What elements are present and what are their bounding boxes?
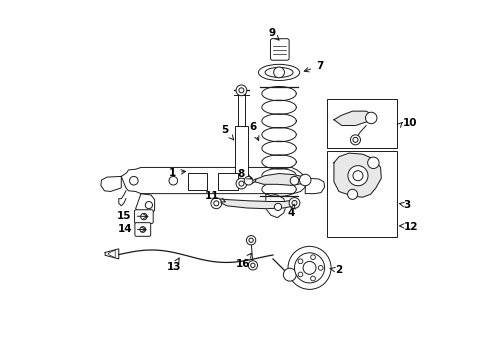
Circle shape: [248, 261, 258, 270]
Text: 9: 9: [269, 28, 279, 40]
Circle shape: [246, 235, 256, 245]
Circle shape: [350, 135, 361, 145]
Circle shape: [214, 201, 219, 206]
Text: 8: 8: [238, 168, 252, 179]
Polygon shape: [305, 178, 324, 194]
Text: 11: 11: [205, 191, 225, 202]
Circle shape: [311, 255, 316, 260]
Bar: [218, 173, 238, 190]
Circle shape: [169, 176, 177, 185]
Bar: [327, 151, 397, 237]
Polygon shape: [105, 249, 119, 259]
Circle shape: [294, 253, 324, 283]
Polygon shape: [255, 174, 305, 185]
FancyBboxPatch shape: [235, 126, 248, 184]
Text: 10: 10: [403, 118, 417, 128]
Text: 15: 15: [117, 211, 148, 221]
Circle shape: [318, 265, 323, 270]
Circle shape: [141, 213, 147, 220]
Circle shape: [298, 272, 303, 277]
Circle shape: [239, 181, 244, 186]
Polygon shape: [101, 176, 122, 192]
Bar: [327, 99, 397, 148]
Text: 5: 5: [221, 125, 234, 140]
Polygon shape: [136, 194, 155, 216]
Text: 7: 7: [304, 61, 323, 72]
Circle shape: [140, 226, 146, 232]
Circle shape: [353, 137, 358, 142]
Circle shape: [347, 189, 358, 199]
Circle shape: [303, 261, 316, 274]
Circle shape: [249, 238, 253, 242]
Circle shape: [353, 171, 363, 181]
Circle shape: [288, 246, 331, 289]
Circle shape: [146, 202, 152, 209]
Circle shape: [348, 166, 368, 186]
Circle shape: [311, 276, 316, 281]
Circle shape: [290, 176, 299, 185]
Text: 12: 12: [403, 222, 418, 231]
Ellipse shape: [265, 67, 293, 77]
Text: 1: 1: [169, 168, 186, 178]
Circle shape: [289, 198, 300, 208]
FancyBboxPatch shape: [135, 223, 151, 236]
Polygon shape: [334, 153, 381, 197]
Circle shape: [368, 157, 379, 168]
Bar: [188, 173, 207, 190]
FancyBboxPatch shape: [135, 210, 153, 224]
Circle shape: [292, 201, 297, 206]
Ellipse shape: [258, 64, 300, 81]
Polygon shape: [122, 167, 305, 194]
Text: 14: 14: [118, 225, 146, 234]
Circle shape: [211, 198, 221, 209]
Circle shape: [366, 112, 377, 124]
Circle shape: [129, 176, 138, 185]
Circle shape: [251, 263, 255, 267]
Circle shape: [245, 176, 253, 185]
FancyBboxPatch shape: [270, 39, 289, 60]
Circle shape: [299, 174, 311, 186]
Text: 6: 6: [249, 122, 259, 140]
Text: 13: 13: [167, 258, 181, 272]
Polygon shape: [334, 111, 373, 126]
Text: 4: 4: [288, 204, 295, 218]
Circle shape: [236, 178, 247, 189]
Text: 3: 3: [403, 200, 411, 210]
Circle shape: [283, 268, 296, 281]
Circle shape: [274, 67, 285, 78]
Circle shape: [298, 259, 303, 264]
Polygon shape: [216, 199, 294, 209]
Circle shape: [239, 88, 244, 93]
Polygon shape: [266, 194, 286, 218]
Circle shape: [274, 203, 282, 211]
Text: 2: 2: [330, 265, 343, 275]
Text: 16: 16: [236, 253, 251, 269]
Circle shape: [236, 85, 247, 96]
